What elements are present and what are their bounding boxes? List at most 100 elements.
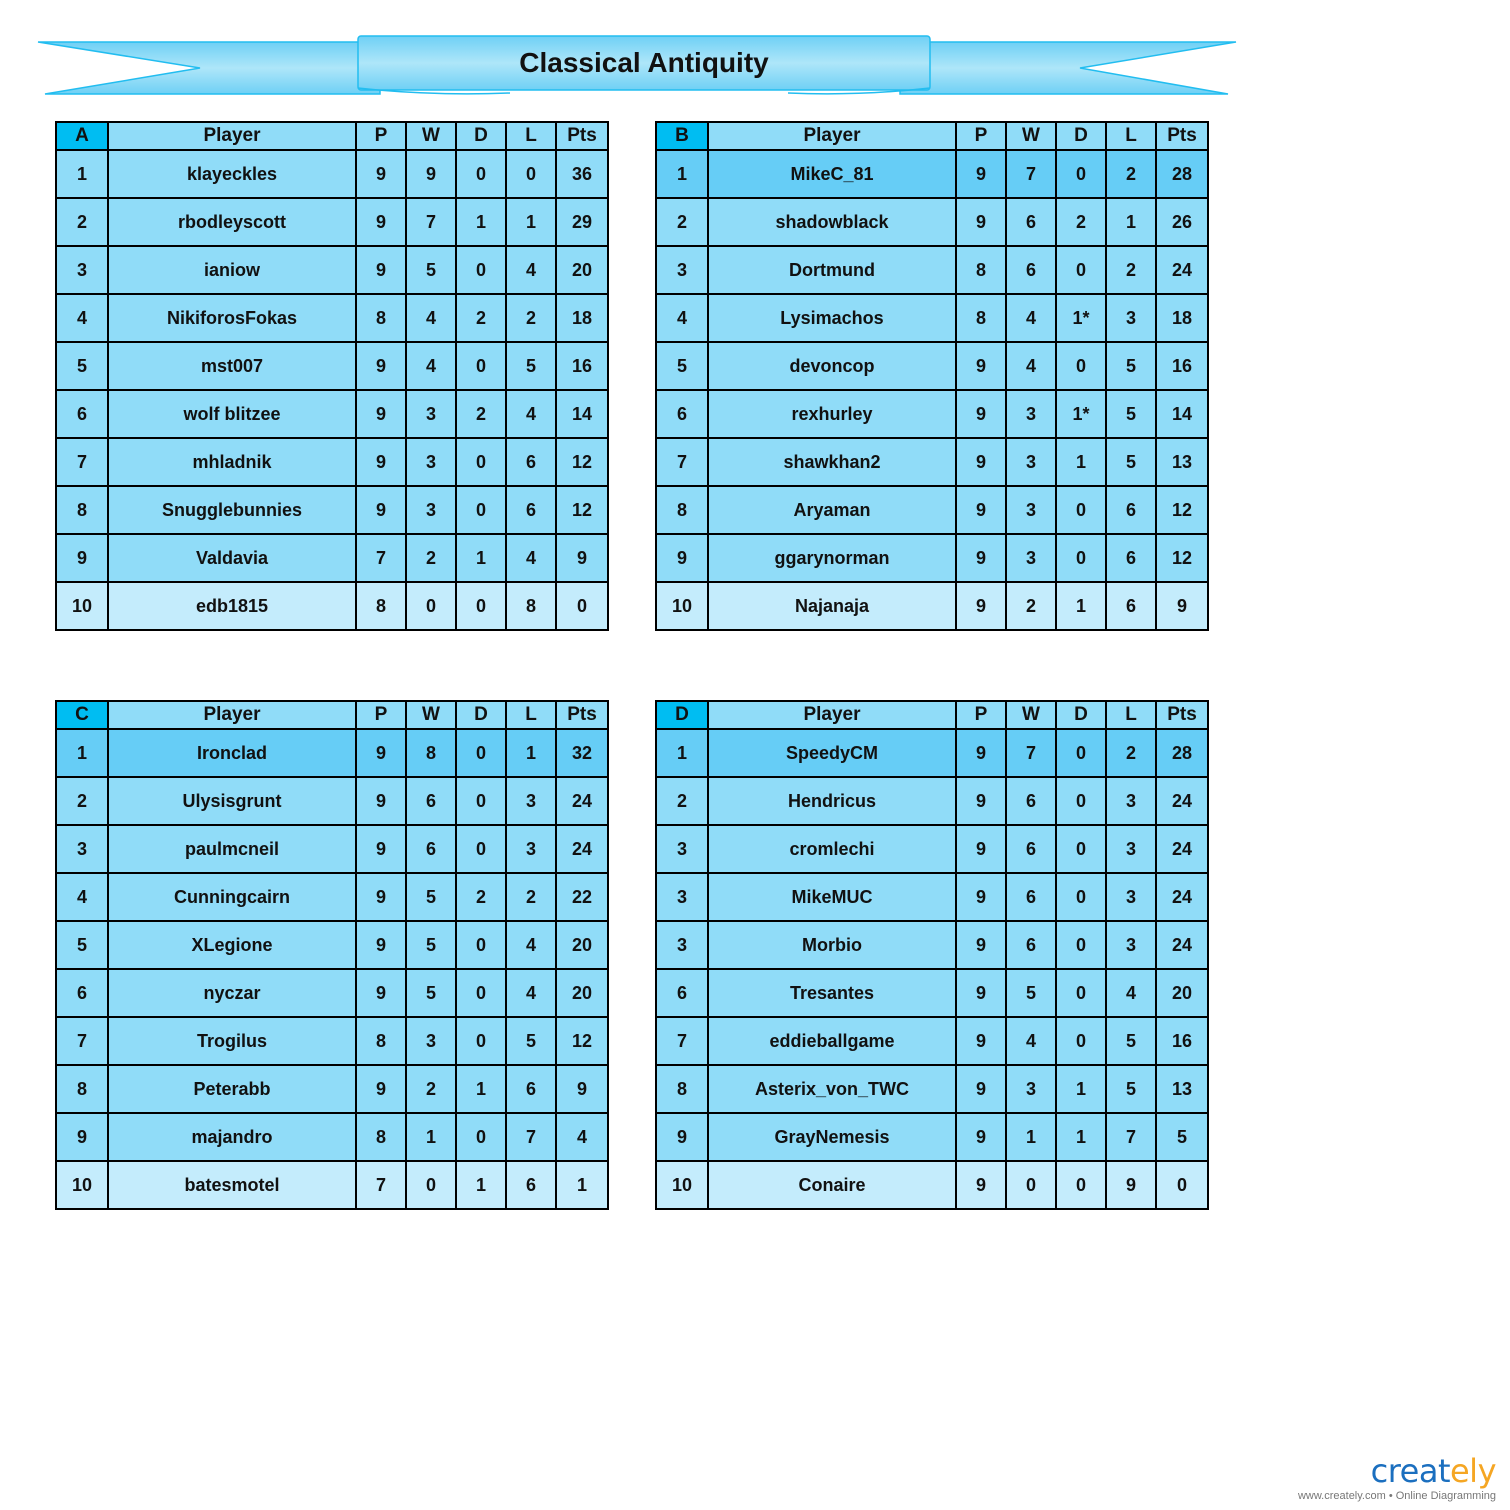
table-row: 3 ianiow 9 5 0 4 20 (55, 245, 609, 295)
group-letter: B (655, 121, 709, 151)
played-cell: 9 (955, 776, 1007, 826)
rank-cell: 9 (655, 1112, 709, 1162)
player-cell: edb1815 (107, 581, 357, 631)
points-cell: 24 (1155, 245, 1209, 295)
lost-cell: 3 (505, 824, 557, 874)
drawn-cell: 0 (1055, 920, 1107, 970)
table-row: 9 Valdavia 7 2 1 4 9 (55, 533, 609, 583)
drawn-cell: 0 (455, 920, 507, 970)
player-cell: Cunningcairn (107, 872, 357, 922)
table-row: 9 GrayNemesis 9 1 1 7 5 (655, 1112, 1209, 1162)
creately-logo: creately www.creately.com • Online Diagr… (1298, 1452, 1497, 1502)
column-header-w: W (405, 121, 457, 151)
column-header-p: P (955, 121, 1007, 151)
player-cell: XLegione (107, 920, 357, 970)
lost-cell: 6 (505, 1064, 557, 1114)
won-cell: 6 (405, 776, 457, 826)
drawn-cell: 2 (455, 293, 507, 343)
lost-cell: 0 (505, 149, 557, 199)
column-header-player: Player (707, 700, 957, 730)
table-header: D Player P W D L Pts (655, 700, 1209, 730)
group-letter: C (55, 700, 109, 730)
lost-cell: 2 (1105, 728, 1157, 778)
drawn-cell: 0 (455, 728, 507, 778)
table-row: 3 Morbio 9 6 0 3 24 (655, 920, 1209, 970)
played-cell: 9 (955, 728, 1007, 778)
won-cell: 5 (405, 968, 457, 1018)
points-cell: 18 (1155, 293, 1209, 343)
rank-cell: 6 (55, 389, 109, 439)
player-cell: batesmotel (107, 1160, 357, 1210)
lost-cell: 2 (505, 293, 557, 343)
drawn-cell: 2 (455, 389, 507, 439)
won-cell: 4 (1005, 341, 1057, 391)
played-cell: 9 (355, 872, 407, 922)
table-row: 10 Najanaja 9 2 1 6 9 (655, 581, 1209, 631)
won-cell: 3 (1005, 533, 1057, 583)
drawn-cell: 0 (1055, 245, 1107, 295)
points-cell: 24 (555, 824, 609, 874)
lost-cell: 6 (1105, 581, 1157, 631)
lost-cell: 2 (1105, 245, 1157, 295)
rank-cell: 2 (655, 776, 709, 826)
lost-cell: 4 (505, 245, 557, 295)
played-cell: 9 (955, 581, 1007, 631)
lost-cell: 3 (1105, 920, 1157, 970)
table-row: 1 MikeC_81 9 7 0 2 28 (655, 149, 1209, 199)
column-header-w: W (1005, 700, 1057, 730)
won-cell: 3 (405, 437, 457, 487)
drawn-cell: 0 (1055, 776, 1107, 826)
table-row: 7 Trogilus 8 3 0 5 12 (55, 1016, 609, 1066)
points-cell: 14 (555, 389, 609, 439)
points-cell: 22 (555, 872, 609, 922)
played-cell: 9 (355, 968, 407, 1018)
points-cell: 24 (1155, 824, 1209, 874)
table-row: 5 XLegione 9 5 0 4 20 (55, 920, 609, 970)
column-header-p: P (955, 700, 1007, 730)
group-a-table: A Player P W D L Pts 1 klayeckles 9 9 0 0 36 2 rbodleys… (55, 121, 609, 631)
rank-cell: 9 (655, 533, 709, 583)
drawn-cell: 1 (1055, 1064, 1107, 1114)
table-row: 1 klayeckles 9 9 0 0 36 (55, 149, 609, 199)
table-row: 10 batesmotel 7 0 1 6 1 (55, 1160, 609, 1210)
table-row: 4 NikiforosFokas 8 4 2 2 18 (55, 293, 609, 343)
lost-cell: 6 (505, 1160, 557, 1210)
table-row: 1 Ironclad 9 8 0 1 32 (55, 728, 609, 778)
player-cell: Dortmund (707, 245, 957, 295)
lost-cell: 1 (505, 197, 557, 247)
table-row: 3 Dortmund 8 6 0 2 24 (655, 245, 1209, 295)
played-cell: 9 (355, 149, 407, 199)
table-row: 3 cromlechi 9 6 0 3 24 (655, 824, 1209, 874)
player-cell: Snugglebunnies (107, 485, 357, 535)
played-cell: 8 (355, 1016, 407, 1066)
played-cell: 8 (955, 293, 1007, 343)
page-title: Classical Antiquity (519, 47, 769, 78)
player-cell: MikeMUC (707, 872, 957, 922)
points-cell: 28 (1155, 728, 1209, 778)
rank-cell: 1 (655, 149, 709, 199)
rank-cell: 7 (55, 1016, 109, 1066)
lost-cell: 4 (505, 389, 557, 439)
lost-cell: 5 (505, 1016, 557, 1066)
player-cell: Tresantes (707, 968, 957, 1018)
group-letter: A (55, 121, 109, 151)
lost-cell: 8 (505, 581, 557, 631)
played-cell: 8 (355, 581, 407, 631)
player-cell: majandro (107, 1112, 357, 1162)
lost-cell: 5 (1105, 1064, 1157, 1114)
points-cell: 12 (555, 437, 609, 487)
played-cell: 9 (955, 197, 1007, 247)
points-cell: 12 (555, 1016, 609, 1066)
column-header-l: L (1105, 700, 1157, 730)
player-cell: MikeC_81 (707, 149, 957, 199)
drawn-cell: 1 (455, 533, 507, 583)
column-header-w: W (1005, 121, 1057, 151)
rank-cell: 2 (55, 776, 109, 826)
won-cell: 3 (405, 485, 457, 535)
drawn-cell: 0 (1055, 1016, 1107, 1066)
rank-cell: 1 (655, 728, 709, 778)
drawn-cell: 1 (455, 1064, 507, 1114)
lost-cell: 3 (1105, 872, 1157, 922)
drawn-cell: 0 (455, 341, 507, 391)
won-cell: 6 (1005, 824, 1057, 874)
